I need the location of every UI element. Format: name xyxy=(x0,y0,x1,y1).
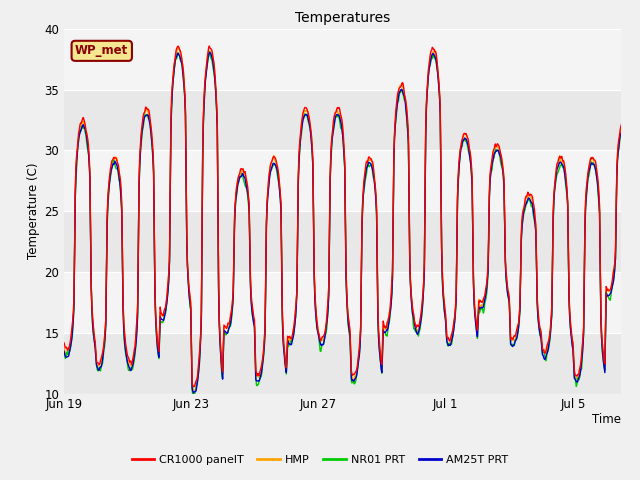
NR01 PRT xyxy=(81,126,88,132)
HMP xyxy=(81,121,88,127)
Line: CR1000 panelT: CR1000 panelT xyxy=(64,46,637,387)
HMP xyxy=(174,44,182,50)
NR01 PRT xyxy=(60,349,68,355)
HMP xyxy=(270,153,278,158)
Line: HMP: HMP xyxy=(64,47,637,391)
Bar xyxy=(64,272,621,333)
CR1000 panelT xyxy=(60,340,68,346)
AM25T PRT xyxy=(270,160,278,166)
CR1000 panelT xyxy=(270,154,278,159)
AM25T PRT xyxy=(633,287,640,293)
Legend: CR1000 panelT, HMP, NR01 PRT, AM25T PRT: CR1000 panelT, HMP, NR01 PRT, AM25T PRT xyxy=(127,451,513,469)
AM25T PRT xyxy=(206,49,214,55)
HMP xyxy=(60,345,68,351)
HMP xyxy=(386,308,394,313)
CR1000 panelT xyxy=(81,119,88,125)
NR01 PRT xyxy=(196,362,204,368)
CR1000 panelT xyxy=(300,106,308,112)
AM25T PRT xyxy=(81,125,88,131)
CR1000 panelT xyxy=(205,43,213,49)
Bar xyxy=(64,29,621,90)
Line: NR01 PRT: NR01 PRT xyxy=(64,52,637,396)
AM25T PRT xyxy=(60,348,68,354)
NR01 PRT xyxy=(270,161,278,167)
AM25T PRT xyxy=(189,390,197,396)
NR01 PRT xyxy=(205,49,213,55)
HMP xyxy=(300,108,308,114)
Line: AM25T PRT: AM25T PRT xyxy=(64,52,637,393)
AM25T PRT xyxy=(524,196,532,202)
NR01 PRT xyxy=(386,315,394,321)
NR01 PRT xyxy=(190,393,198,398)
AM25T PRT xyxy=(300,113,308,119)
CR1000 panelT xyxy=(633,280,640,286)
Title: Temperatures: Temperatures xyxy=(295,11,390,25)
HMP xyxy=(524,193,532,199)
X-axis label: Time: Time xyxy=(592,413,621,426)
NR01 PRT xyxy=(300,114,308,120)
CR1000 panelT xyxy=(386,308,394,314)
Y-axis label: Temperature (C): Temperature (C) xyxy=(27,163,40,260)
HMP xyxy=(191,388,198,394)
CR1000 panelT xyxy=(524,189,532,195)
AM25T PRT xyxy=(386,312,394,318)
Bar xyxy=(64,150,621,211)
CR1000 panelT xyxy=(196,351,204,357)
HMP xyxy=(196,344,204,349)
HMP xyxy=(633,282,640,288)
NR01 PRT xyxy=(633,289,640,295)
AM25T PRT xyxy=(196,360,204,365)
Text: WP_met: WP_met xyxy=(75,44,129,57)
CR1000 panelT xyxy=(190,384,198,390)
NR01 PRT xyxy=(524,197,532,203)
